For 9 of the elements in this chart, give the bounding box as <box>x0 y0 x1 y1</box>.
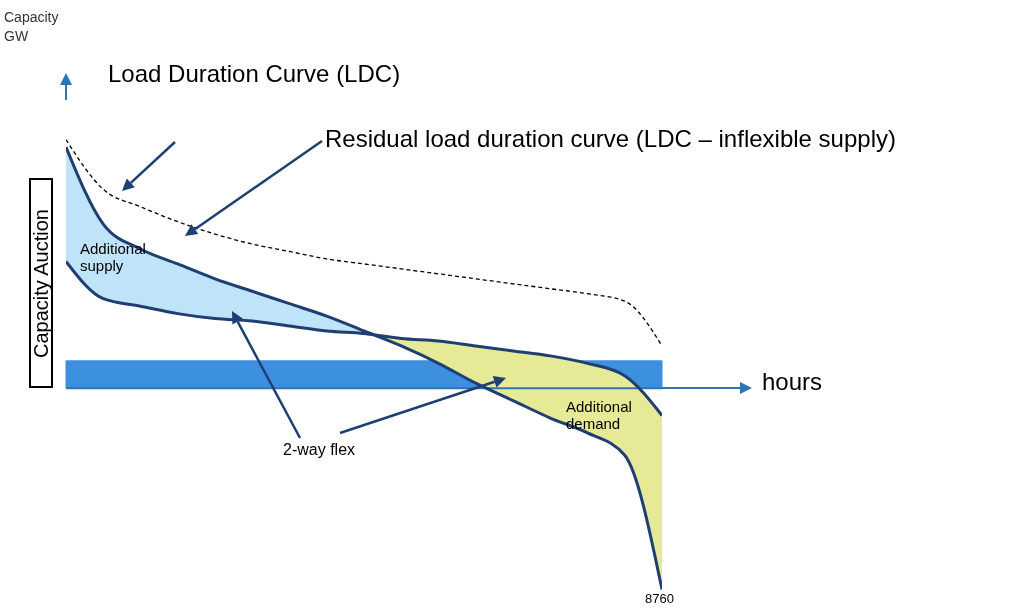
text: Load Duration Curve (LDC) <box>108 60 401 88</box>
x-axis-title: hours <box>762 368 823 396</box>
annotation: 2-way flex <box>283 441 356 460</box>
annotation: Additional supply <box>80 240 147 275</box>
annotation: Additional demand <box>566 398 633 433</box>
text: Capacity GW <box>4 8 60 46</box>
annotation: Residual load duration curve (LDC – inflexible supply) <box>325 125 896 153</box>
text: 8760 <box>645 591 674 607</box>
text: Capacity Auction <box>29 208 53 358</box>
